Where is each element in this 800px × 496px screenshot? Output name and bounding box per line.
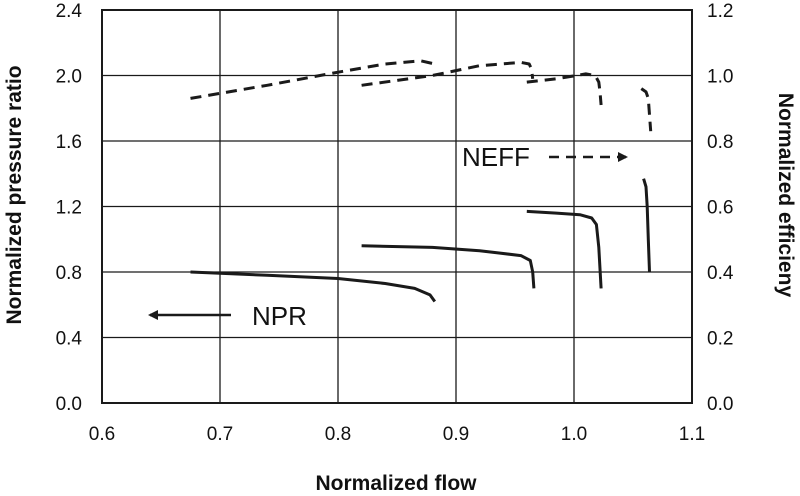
right-y-tick-label: 0.8 — [707, 132, 733, 153]
pressure-ratio-line-4 — [642, 178, 651, 273]
right-y-tick-label: 0.6 — [707, 198, 733, 219]
right-y-tick-labels: 0.0 0.2 0.4 0.6 0.8 1.0 1.2 — [707, 1, 734, 415]
pressure-ratio-line-2 — [361, 244, 536, 289]
x-tick-label: 0.9 — [443, 424, 469, 445]
left-y-tick-labels: 0.0 0.4 0.8 1.2 1.6 2.0 2.4 — [56, 1, 83, 415]
right-y-tick-label: 1.2 — [707, 1, 733, 22]
x-axis-title: Normalized flow — [315, 472, 477, 495]
plot-frame — [101, 9, 693, 404]
neff-annotation: NEFF — [462, 142, 628, 172]
npr-label: NPR — [252, 301, 307, 331]
left-y-tick-label: 2.0 — [56, 67, 82, 88]
left-y-tick-label: 0.0 — [56, 394, 82, 415]
efficiency-line-2 — [361, 60, 535, 87]
npr-annotation: NPR — [148, 301, 307, 331]
efficiency-line-3 — [526, 72, 603, 106]
left-y-axis-title: Normalized pressure ratio — [3, 65, 26, 324]
series-group — [190, 59, 653, 303]
pressure-ratio-line-3 — [526, 209, 603, 289]
grid — [101, 9, 693, 404]
x-tick-label: 0.8 — [325, 424, 351, 445]
x-tick-labels: 0.6 0.7 0.8 0.9 1.0 1.1 — [89, 424, 705, 445]
x-tick-label: 1.1 — [679, 424, 705, 445]
x-tick-label: 0.7 — [207, 424, 233, 445]
right-y-axis-title: Normalized efficieny — [774, 93, 797, 298]
x-tick-label: 1.0 — [561, 424, 587, 445]
left-y-tick-label: 1.2 — [56, 198, 82, 219]
left-y-tick-label: 2.4 — [56, 1, 83, 22]
right-y-tick-label: 0.2 — [707, 329, 733, 350]
right-y-tick-label: 1.0 — [707, 67, 733, 88]
efficiency-line-1 — [190, 59, 436, 100]
left-y-tick-label: 0.8 — [56, 263, 82, 284]
right-y-tick-label: 0.0 — [707, 394, 733, 415]
neff-label: NEFF — [462, 142, 530, 172]
left-y-tick-label: 1.6 — [56, 132, 82, 153]
right-y-tick-label: 0.4 — [707, 263, 734, 284]
x-tick-label: 0.6 — [89, 424, 115, 445]
pressure-ratio-line-1 — [190, 270, 437, 303]
efficiency-line-4 — [640, 87, 653, 132]
left-y-tick-label: 0.4 — [56, 329, 83, 350]
